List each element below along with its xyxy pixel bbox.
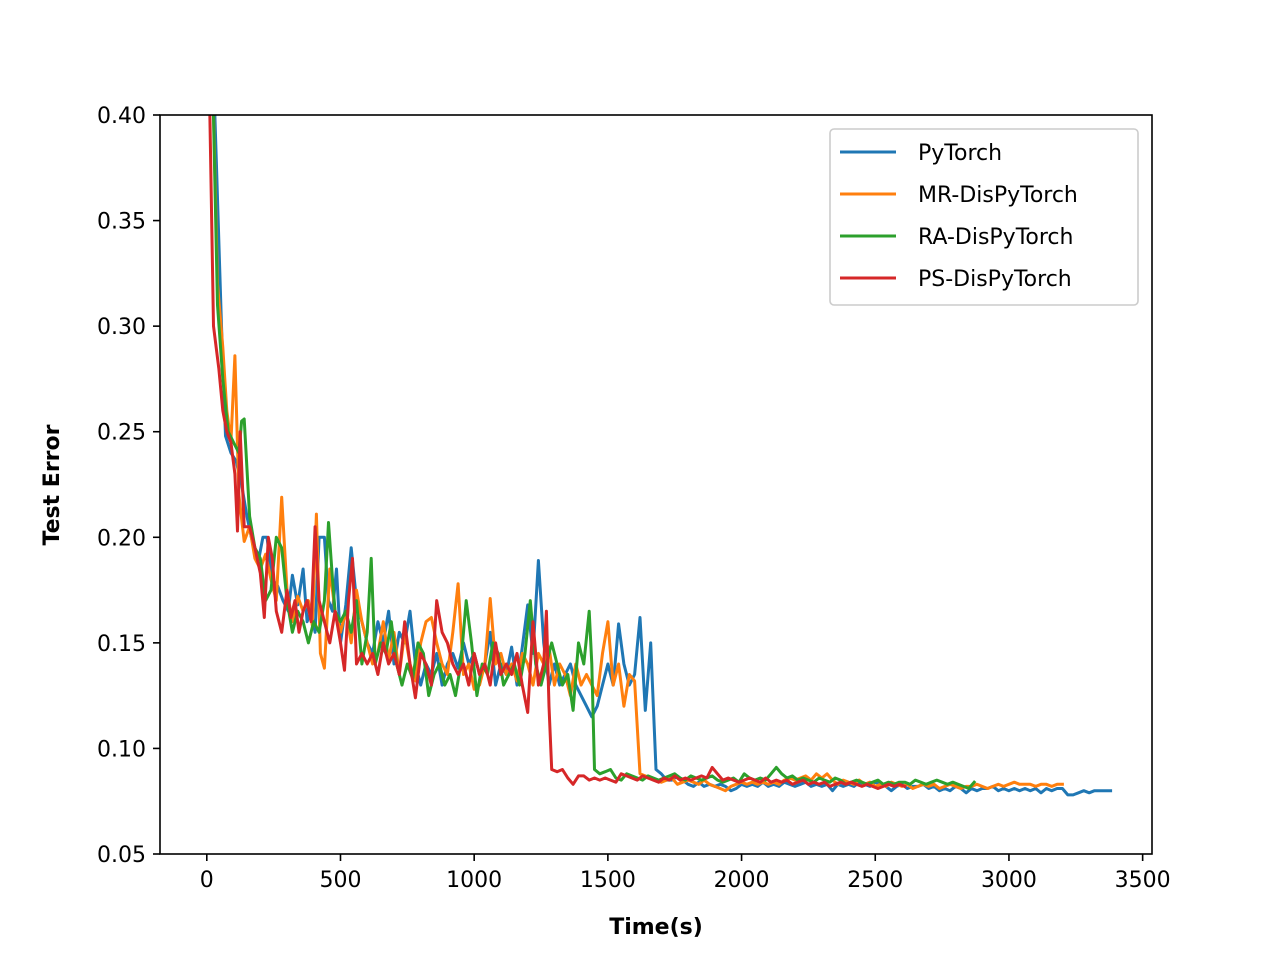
legend-label-ps-dispytorch: PS-DisPyTorch xyxy=(918,267,1072,292)
x-tick-label: 2000 xyxy=(714,868,770,893)
y-tick-label: 0.25 xyxy=(97,421,146,446)
series-layer xyxy=(208,115,1113,797)
y-tick-label: 0.15 xyxy=(97,632,146,657)
y-tick-label: 0.30 xyxy=(97,315,146,340)
y-axis-label: Test Error xyxy=(40,424,65,545)
legend-box xyxy=(829,128,1139,306)
y-axis: 0.05 0.10 0.15 0.20 0.25 0.30 0.35 0.40 xyxy=(97,104,160,868)
x-tick-label: 3000 xyxy=(981,868,1037,893)
y-tick-label: 0.10 xyxy=(97,737,146,762)
y-tick-label: 0.35 xyxy=(97,210,146,235)
y-tick-label: 0.05 xyxy=(97,843,146,868)
x-axis-label: Time(s) xyxy=(609,915,703,940)
legend-label-mr-dispytorch: MR-DisPyTorch xyxy=(918,183,1078,208)
x-tick-label: 0 xyxy=(200,868,214,893)
x-tick-label: 3500 xyxy=(1115,868,1171,893)
y-tick-label: 0.40 xyxy=(97,104,146,129)
x-tick-label: 500 xyxy=(319,868,361,893)
legend-label-ra-dispytorch: RA-DisPyTorch xyxy=(918,225,1073,250)
legend: PyTorch MR-DisPyTorch RA-DisPyTorch PS-DisP… xyxy=(829,128,1139,306)
legend-label-pytorch: PyTorch xyxy=(918,141,1002,166)
series-line-ps-dispytorch xyxy=(208,115,907,790)
y-tick-label: 0.20 xyxy=(97,526,146,551)
x-tick-label: 2500 xyxy=(847,868,903,893)
x-tick-label: 1500 xyxy=(580,868,636,893)
plot-frame xyxy=(159,114,1153,855)
x-axis: 0 500 1000 1500 2000 2500 3000 3500 xyxy=(200,854,1171,893)
x-tick-label: 1000 xyxy=(446,868,502,893)
